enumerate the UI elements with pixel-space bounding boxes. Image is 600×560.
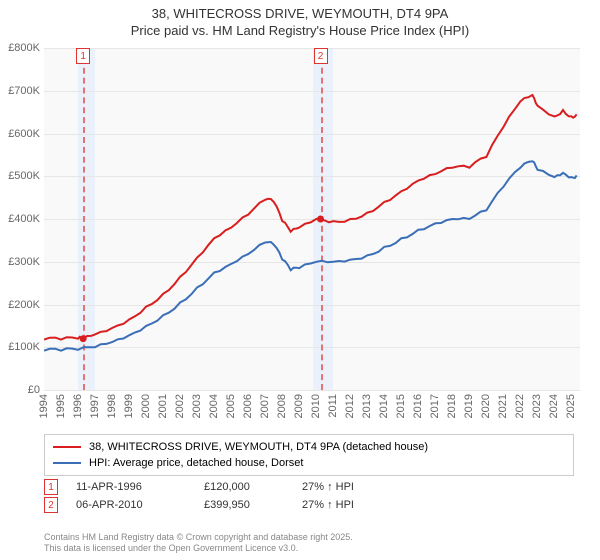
sale-badge: 1 (44, 479, 58, 495)
legend-box: 38, WHITECROSS DRIVE, WEYMOUTH, DT4 9PA … (44, 434, 574, 476)
x-tick-label: 2012 (344, 394, 356, 418)
legend-label-price: 38, WHITECROSS DRIVE, WEYMOUTH, DT4 9PA … (89, 441, 428, 453)
x-tick-label: 2021 (497, 394, 509, 418)
legend-swatch-price (53, 446, 81, 448)
y-axis-labels: £0£100K£200K£300K£400K£500K£600K£700K£80… (0, 48, 42, 390)
sale-row: 1 11-APR-1996 £120,000 27% ↑ HPI (44, 478, 574, 496)
x-tick-label: 2001 (157, 394, 169, 418)
sale-delta: 27% ↑ HPI (302, 499, 354, 511)
sale-date: 06-APR-2010 (76, 499, 186, 511)
x-tick-label: 2011 (327, 394, 339, 418)
attribution-line: Contains HM Land Registry data © Crown c… (44, 532, 584, 543)
legend-label-hpi: HPI: Average price, detached house, Dors… (89, 457, 303, 469)
x-tick-label: 2022 (514, 394, 526, 418)
x-tick-label: 2017 (429, 394, 441, 418)
x-tick-label: 1995 (55, 394, 67, 418)
sale-badge: 2 (44, 497, 58, 513)
x-axis-labels: 1994199519961997199819992000200120022003… (44, 392, 580, 432)
y-tick-label: £100K (8, 341, 40, 353)
x-tick-label: 2018 (446, 394, 458, 418)
x-tick-label: 1998 (106, 394, 118, 418)
title-block: 38, WHITECROSS DRIVE, WEYMOUTH, DT4 9PA … (0, 0, 600, 40)
x-tick-label: 2002 (174, 394, 186, 418)
x-tick-label: 2019 (463, 394, 475, 418)
x-tick-label: 2007 (259, 394, 271, 418)
y-tick-label: £500K (8, 170, 40, 182)
x-tick-label: 1996 (72, 394, 84, 418)
x-tick-label: 1994 (38, 394, 50, 418)
sale-point (80, 335, 87, 342)
sales-table: 1 11-APR-1996 £120,000 27% ↑ HPI 2 06-AP… (44, 478, 574, 514)
y-tick-label: £200K (8, 299, 40, 311)
plot-area: 12 (44, 48, 580, 390)
x-tick-label: 2005 (225, 394, 237, 418)
legend-row-price: 38, WHITECROSS DRIVE, WEYMOUTH, DT4 9PA … (53, 439, 565, 455)
legend-swatch-hpi (53, 462, 81, 464)
chart-container: 38, WHITECROSS DRIVE, WEYMOUTH, DT4 9PA … (0, 0, 600, 560)
series-price_paid (44, 95, 577, 340)
y-tick-label: £800K (8, 42, 40, 54)
x-tick-label: 2013 (361, 394, 373, 418)
x-tick-label: 2016 (412, 394, 424, 418)
title-address: 38, WHITECROSS DRIVE, WEYMOUTH, DT4 9PA (0, 6, 600, 23)
x-tick-label: 2024 (548, 394, 560, 418)
chart-svg (44, 48, 580, 390)
sale-row: 2 06-APR-2010 £399,950 27% ↑ HPI (44, 496, 574, 514)
attribution-line: This data is licensed under the Open Gov… (44, 543, 584, 554)
x-tick-label: 2020 (480, 394, 492, 418)
sale-point (317, 216, 324, 223)
sale-price: £120,000 (204, 481, 284, 493)
legend-row-hpi: HPI: Average price, detached house, Dors… (53, 455, 565, 471)
x-tick-label: 2006 (242, 394, 254, 418)
sale-delta: 27% ↑ HPI (302, 481, 354, 493)
x-tick-label: 2009 (293, 394, 305, 418)
x-tick-label: 2015 (395, 394, 407, 418)
y-tick-label: £400K (8, 213, 40, 225)
attribution: Contains HM Land Registry data © Crown c… (44, 532, 584, 555)
y-tick-label: £300K (8, 256, 40, 268)
x-tick-label: 2010 (310, 394, 322, 418)
x-tick-label: 1999 (123, 394, 135, 418)
y-tick-label: £600K (8, 128, 40, 140)
title-subtitle: Price paid vs. HM Land Registry's House … (0, 23, 600, 40)
x-tick-label: 2003 (191, 394, 203, 418)
sale-date: 11-APR-1996 (76, 481, 186, 493)
x-tick-label: 1997 (89, 394, 101, 418)
sale-price: £399,950 (204, 499, 284, 511)
x-tick-label: 2023 (531, 394, 543, 418)
x-tick-label: 2004 (208, 394, 220, 418)
x-tick-label: 2000 (140, 394, 152, 418)
y-tick-label: £700K (8, 85, 40, 97)
x-tick-label: 2008 (276, 394, 288, 418)
x-tick-label: 2014 (378, 394, 390, 418)
x-tick-label: 2025 (565, 394, 577, 418)
